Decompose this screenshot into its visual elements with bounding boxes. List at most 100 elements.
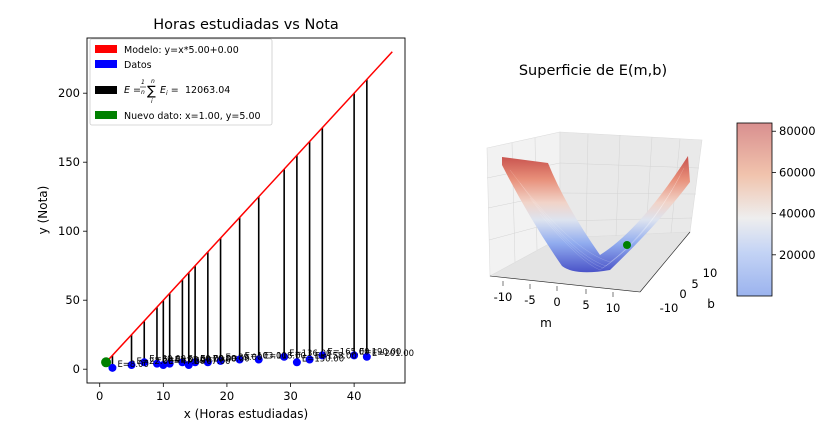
x-tick-label: 10	[156, 389, 171, 403]
residual-lines	[111, 79, 368, 368]
data-point	[235, 355, 244, 364]
y-tick-label: 200	[58, 86, 80, 100]
new-data-point	[101, 357, 112, 368]
error-formula-rhs: Ei =	[160, 85, 179, 97]
point-error-label: E=22.00	[137, 357, 174, 367]
legend-swatch-new-point	[95, 111, 117, 119]
x-tick-label: 20	[220, 389, 235, 403]
data-point	[280, 352, 289, 361]
m-tick-label: -5	[524, 293, 535, 307]
legend-swatch-error	[95, 86, 117, 94]
point-error-label: E=67.00	[194, 357, 231, 367]
point-error-label: E=190.00	[359, 347, 401, 357]
m-axis-line	[489, 275, 641, 293]
point-error-label: E=103.00	[245, 352, 287, 362]
m-axis-label: m	[540, 316, 552, 330]
point-error-label: E=201.00	[372, 349, 414, 359]
point-error-label: E=89.00	[226, 353, 263, 363]
colorbar-tick-label: 40000	[779, 207, 816, 221]
data-point	[362, 352, 371, 361]
legend-label-model: Modelo: y=x*5.00+0.00	[124, 45, 239, 56]
error-formula-sigma: ∑	[147, 84, 156, 99]
left-x-axis-label: x (Horas estudiadas)	[184, 407, 308, 421]
left-chart: Horas estudiadas vs Nota 0 50 100 150 200 0 1…	[36, 17, 414, 421]
data-point	[108, 363, 117, 372]
legend-label-new-point: Nuevo dato: x=1.00, y=5.00	[124, 111, 261, 122]
b-tick-label: 10	[703, 266, 718, 280]
m-tick-label: 0	[553, 295, 560, 309]
b-axis-line	[639, 231, 691, 293]
legend-label-data: Datos	[124, 60, 152, 71]
error-formula-value: 12063.04	[185, 85, 230, 96]
data-point	[152, 359, 161, 368]
data-point	[140, 358, 149, 367]
data-point	[191, 358, 200, 367]
data-point	[318, 351, 327, 360]
data-point	[350, 351, 359, 360]
point-error-label: E=80.00	[213, 354, 250, 364]
data-point	[184, 361, 193, 370]
b-tick-label: -10	[660, 301, 679, 315]
b-axis-label: b	[707, 297, 715, 311]
surface-title: Superficie de E(m,b)	[519, 63, 667, 79]
point-error-label: E=60.00	[187, 354, 224, 364]
y-tick-label: 50	[65, 293, 80, 307]
surface-chart: Superficie de E(m,b)	[486, 63, 816, 330]
data-point	[127, 361, 136, 370]
point-error-label: E=118.00	[264, 352, 306, 362]
point-error-label: E=8.00	[117, 360, 148, 370]
point-error-label: E=30.00	[149, 354, 186, 364]
data-points	[108, 351, 371, 372]
error-formula-fraction-bottom: n	[141, 89, 145, 96]
point-error-label: E=158.00	[315, 352, 357, 362]
point-error-label: E=136.00	[289, 349, 331, 359]
data-point	[159, 361, 168, 370]
b-tick-label: 5	[691, 277, 698, 291]
m-tick-label: -10	[494, 290, 513, 304]
y-tick-label: 0	[73, 362, 80, 376]
surface-new-point-marker	[623, 241, 631, 249]
surface-mesh	[509, 167, 685, 271]
left-legend: Modelo: y=x*5.00+0.00 Datos E = 1 n n ∑ …	[89, 38, 273, 126]
y-tick-label: 150	[58, 155, 80, 169]
point-error-label: E=41.00	[162, 356, 199, 366]
colorbar-ticks: 20000 40000 60000 80000	[772, 124, 816, 262]
error-surface	[502, 156, 690, 273]
point-error-label: E=150.00	[302, 354, 344, 364]
data-point	[165, 359, 174, 368]
colorbar-tick-label: 80000	[779, 124, 816, 138]
legend-swatch-data	[95, 60, 117, 68]
error-formula-sum-bottom: i	[151, 98, 153, 105]
model-line	[105, 51, 393, 363]
colorbar-tick-label: 20000	[779, 248, 816, 262]
m-axis-ticks: -10 -5 0 5 10	[494, 281, 621, 315]
left-y-ticks: 0 50 100 150 200	[58, 86, 87, 376]
colorbar	[736, 122, 773, 297]
point-error-labels: E=8.00E=22.00E=30.00E=41.00E=47.00E=51.0…	[117, 347, 414, 369]
point-error-label: E=165.00	[327, 347, 369, 357]
data-point	[254, 355, 263, 364]
data-point	[216, 356, 225, 365]
left-x-ticks: 0 10 20 30 40	[96, 383, 361, 403]
data-point	[292, 358, 301, 367]
data-point	[203, 358, 212, 367]
point-error-label: E=51.00	[175, 356, 212, 366]
x-tick-label: 30	[283, 389, 298, 403]
colorbar-tick-label: 60000	[779, 165, 816, 179]
error-formula-fraction-top: 1	[141, 79, 145, 86]
data-point	[178, 358, 187, 367]
m-tick-label: 5	[582, 298, 589, 312]
point-error-label: E=70.00	[200, 354, 237, 364]
x-tick-label: 0	[96, 389, 103, 403]
m-tick-label: 10	[606, 301, 621, 315]
error-formula-lhs: E =	[124, 85, 141, 96]
data-point	[305, 355, 314, 364]
y-tick-label: 100	[58, 224, 80, 238]
left-chart-title: Horas estudiadas vs Nota	[153, 17, 339, 33]
legend-swatch-model	[95, 45, 117, 53]
point-error-label: E=47.00	[168, 357, 205, 367]
legend-label-error: E = 1 n n ∑ i Ei = 12063.04	[124, 78, 230, 105]
left-plot-frame	[86, 37, 406, 384]
